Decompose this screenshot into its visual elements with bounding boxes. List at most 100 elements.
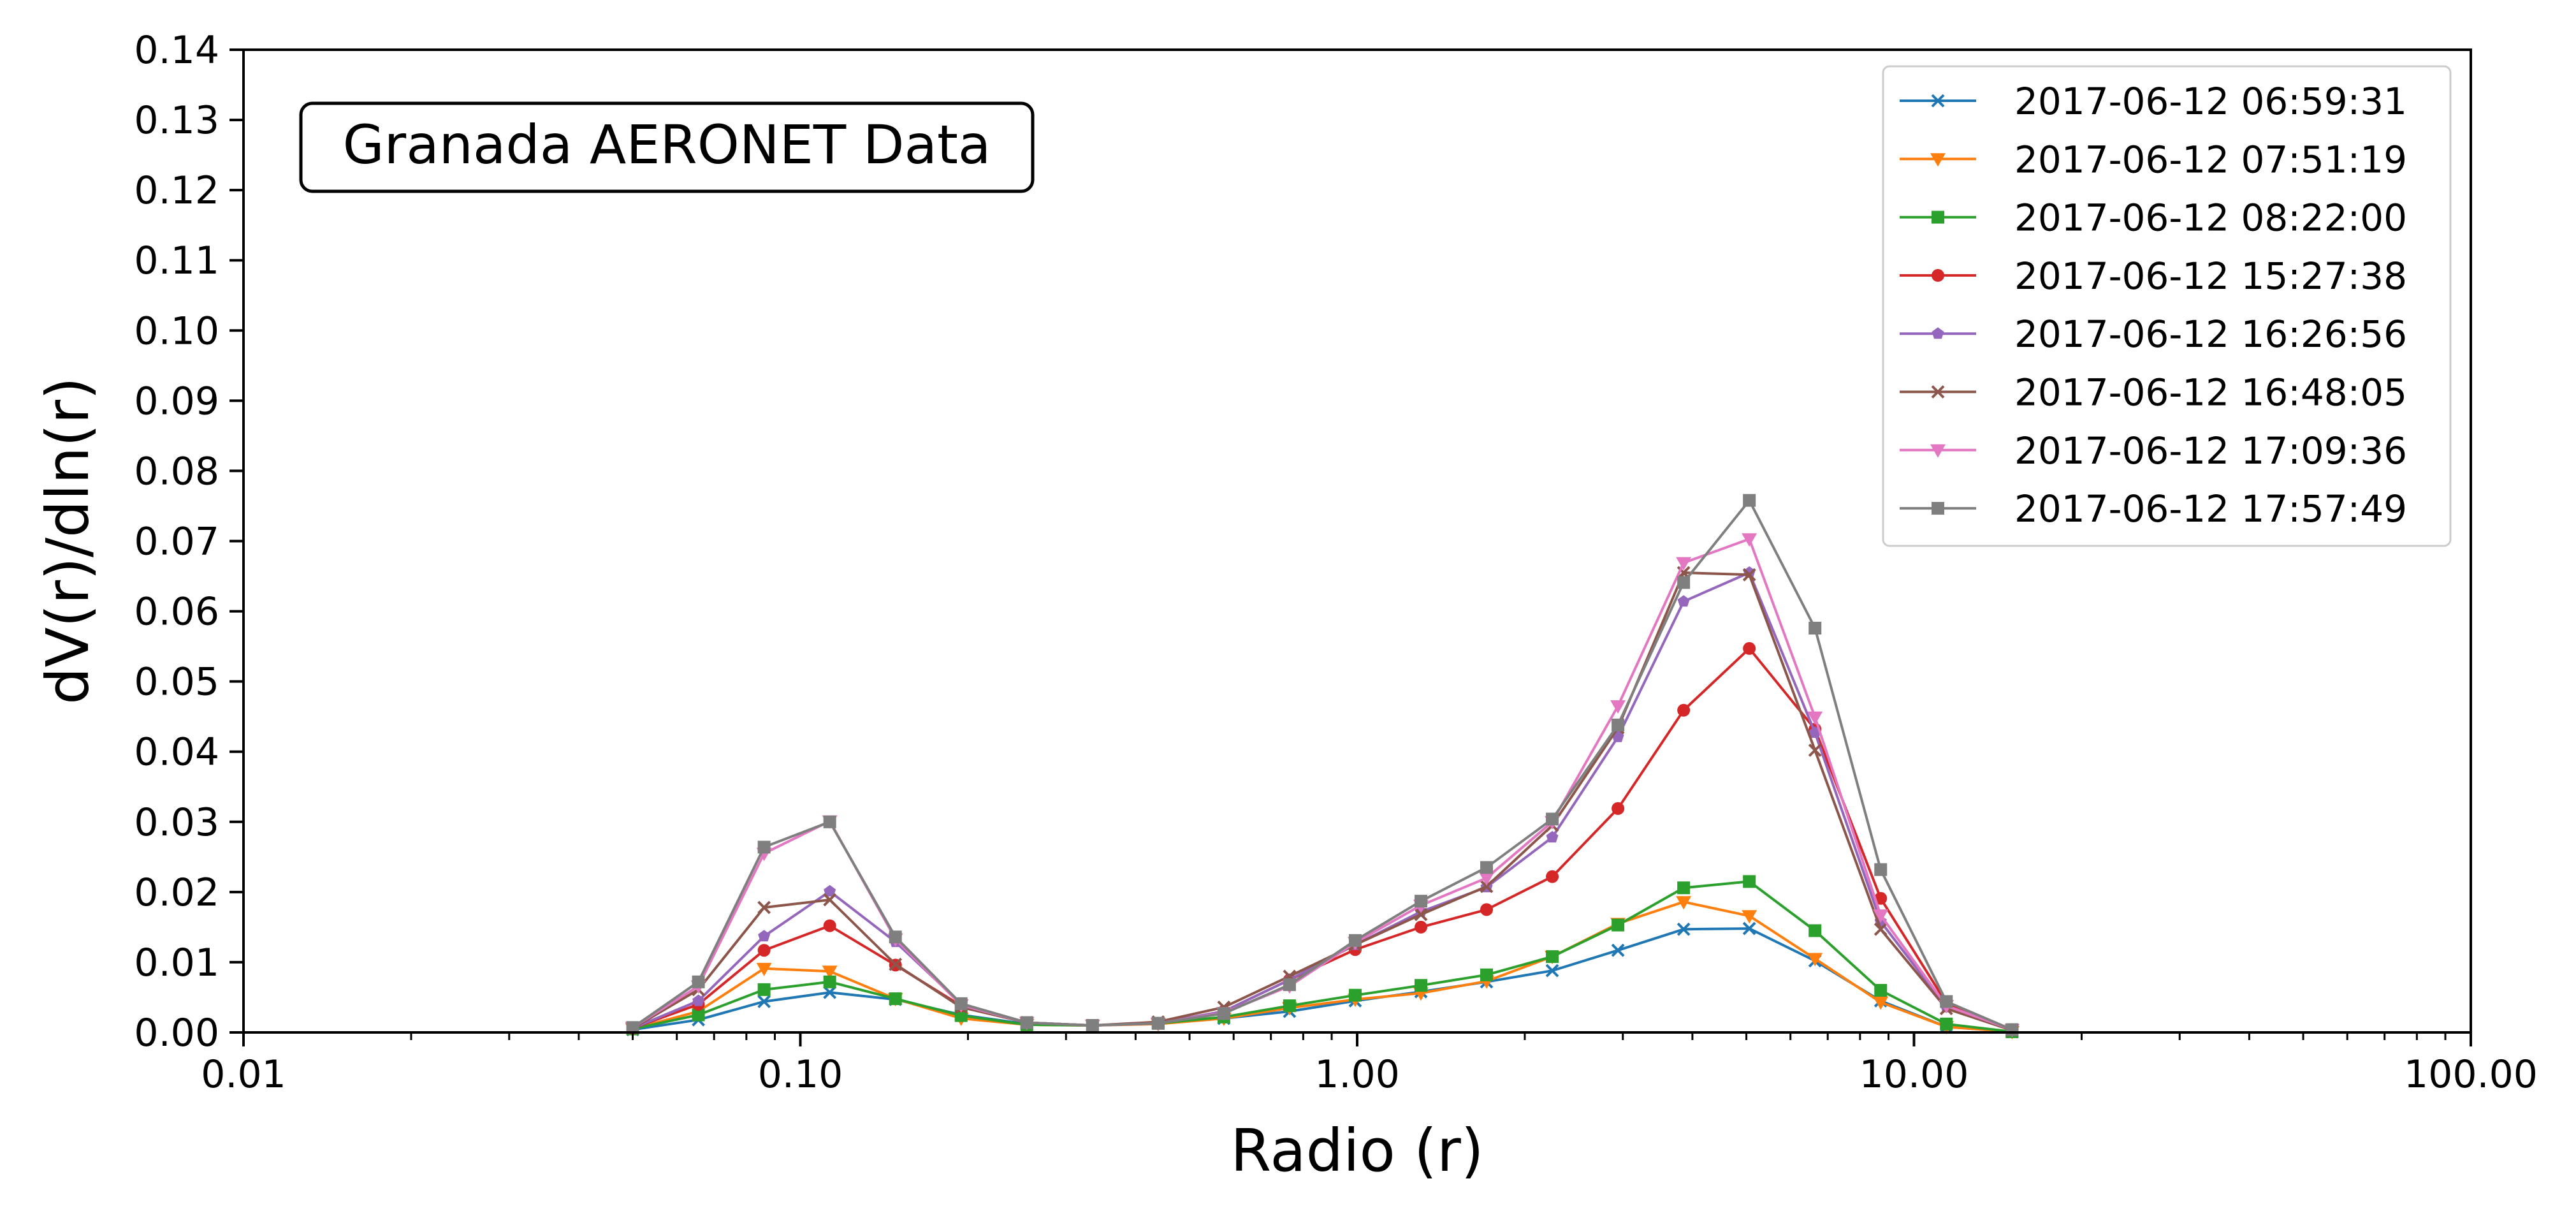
- series-6-point-stroke-b: [1742, 568, 1756, 582]
- legend-swatch-marker: [1930, 444, 1946, 458]
- legend-swatch-marker: [1932, 210, 1944, 224]
- series-8-line: [632, 499, 2013, 1031]
- series-2-point: [1676, 896, 1692, 910]
- series-3-point: [1480, 968, 1494, 981]
- series-1-point-stroke-b: [1677, 922, 1691, 936]
- series-4-point: [1874, 891, 1888, 905]
- y-tick-label: 0.08: [134, 449, 219, 494]
- series-1-point: [1677, 922, 1691, 936]
- legend-swatch-marker: [1932, 268, 1944, 282]
- series-4-point: [1480, 903, 1494, 916]
- x-tick-label: 0.01: [201, 1052, 286, 1097]
- series-4-point: [823, 919, 836, 932]
- series-1-point: [1545, 964, 1559, 978]
- series-5-point: [1546, 831, 1559, 843]
- y-tick-label: 0.06: [134, 590, 219, 635]
- y-tick-label: 0.10: [134, 309, 219, 353]
- series-7-point: [1479, 872, 1495, 886]
- series-4-point: [1743, 642, 1756, 655]
- legend-swatch-marker: [1931, 94, 1945, 108]
- series-3-point: [1283, 999, 1296, 1013]
- y-tick-label: 0.01: [134, 941, 219, 985]
- legend-item: 2017-06-12 16:48:05: [1900, 371, 2407, 415]
- series-8-point: [2005, 1023, 2019, 1036]
- annotation-box: Granada AERONET Data: [299, 101, 1035, 193]
- y-axis-ticks: 0.00 0.01 0.02 0.03 0.04 0.05 0.06 0.07 0.08 0.09…: [134, 28, 244, 1055]
- y-tick-label: 0.07: [134, 520, 219, 564]
- series-7-point: [1742, 533, 1757, 547]
- x-tick-label: 0.10: [758, 1052, 843, 1097]
- series-3-point: [1874, 983, 1888, 997]
- x-tick-label: 100.00: [2404, 1052, 2538, 1097]
- series-3-point: [692, 1008, 705, 1022]
- series-8-point: [954, 997, 968, 1010]
- series-6-point-stroke-b: [1808, 744, 1822, 757]
- legend-item: 2017-06-12 17:09:36: [1900, 429, 2407, 473]
- legend-label: 2017-06-12 15:27:38: [2014, 254, 2407, 298]
- legend-swatch-marker-stroke-b: [1931, 94, 1945, 108]
- series-2-point: [1807, 953, 1823, 967]
- series-2-point: [822, 965, 838, 980]
- series-3-point: [889, 992, 902, 1006]
- series-7-point: [1676, 557, 1692, 571]
- series-7-point: [1610, 700, 1626, 714]
- series-1-point: [823, 985, 837, 999]
- y-axis-label: dV(r)/dln(r): [34, 377, 102, 705]
- legend-swatch-marker: [1932, 502, 1944, 515]
- series-3-point: [1677, 881, 1691, 895]
- series-8-point: [626, 1021, 639, 1034]
- legend-swatch-marker: [1930, 153, 1946, 167]
- legend-swatch-marker-stroke-b: [1931, 385, 1945, 399]
- series-8-point: [1677, 576, 1691, 589]
- y-tick-label: 0.13: [134, 98, 219, 143]
- series-5-point: [692, 994, 705, 1006]
- series-8-point: [1874, 863, 1888, 876]
- series-2-point: [1742, 910, 1757, 924]
- series-3-point: [1414, 979, 1427, 992]
- series-1-point-stroke-b: [823, 985, 837, 999]
- x-axis-label: Radio (r): [1230, 1117, 1483, 1185]
- legend-frame: [1882, 65, 2452, 547]
- series-3-point: [1612, 918, 1625, 932]
- legend-label: 2017-06-12 08:22:00: [2014, 196, 2407, 240]
- series-8-point: [692, 975, 705, 988]
- series-6-point: [757, 900, 771, 914]
- series-3-point: [1940, 1017, 1953, 1031]
- annotation-text: Granada AERONET Data: [343, 114, 991, 176]
- y-tick-label: 0.05: [134, 660, 219, 705]
- legend-item: 2017-06-12 16:26:56: [1900, 312, 2407, 356]
- series-1-line: [632, 927, 2012, 1033]
- y-tick-label: 0.11: [134, 238, 219, 283]
- x-tick-label: 1.00: [1314, 1052, 1400, 1097]
- y-tick-label: 0.02: [134, 870, 219, 915]
- series-6-point: [823, 893, 837, 907]
- series-8-point: [1020, 1016, 1033, 1029]
- series-8-point: [1283, 978, 1296, 992]
- series-3-point: [1348, 988, 1362, 1002]
- legend-swatch-marker: [1931, 385, 1945, 399]
- legend-label: 2017-06-12 17:57:49: [2014, 487, 2407, 531]
- legend-label: 2017-06-12 17:09:36: [2014, 429, 2407, 473]
- series-6-point: [1742, 568, 1756, 582]
- series-4-point: [757, 944, 771, 957]
- series-6-point-stroke-b: [889, 957, 903, 971]
- y-tick-label: 0.12: [134, 168, 219, 213]
- legend-item: 2017-06-12 15:27:38: [1900, 254, 2407, 298]
- series-6-point-stroke-b: [1414, 907, 1428, 921]
- series-1-point: [1611, 943, 1625, 957]
- annotation-frame: [299, 101, 1035, 193]
- legend-item: 2017-06-12 08:22:00: [1900, 196, 2407, 240]
- y-tick-label: 0.03: [134, 800, 219, 845]
- series-8-point: [1480, 861, 1494, 874]
- series-1-point: [1742, 921, 1756, 936]
- series-1-point: [757, 995, 771, 1008]
- series-8-point: [1086, 1018, 1099, 1032]
- series-5-point: [824, 884, 836, 897]
- series-6-point: [889, 957, 903, 971]
- series-6-point-stroke-b: [1874, 922, 1888, 936]
- series-6-point-stroke-b: [1480, 879, 1494, 893]
- series-6-point: [1808, 744, 1822, 757]
- series-8-point: [1743, 494, 1756, 507]
- series-6-line: [632, 571, 2012, 1032]
